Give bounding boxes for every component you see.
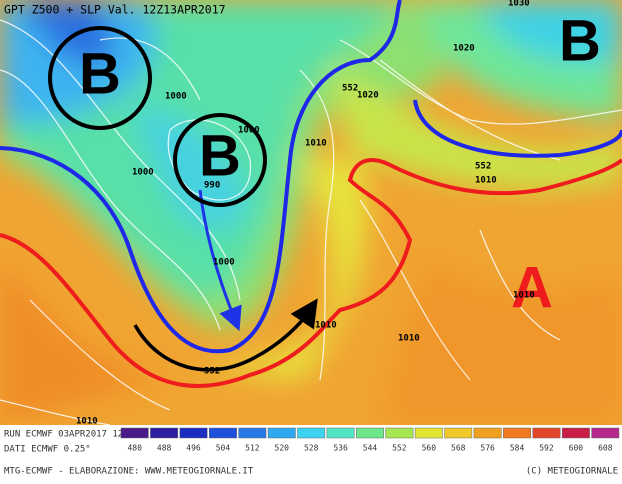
contour-label: 552 [475,162,491,172]
colorbar-swatch [444,427,473,439]
colorbar-label: 576 [480,444,495,453]
colorbar-swatch [120,427,149,439]
blue-contour [413,99,622,158]
contour-label: 990 [204,181,220,191]
colorbar-swatch [238,427,267,439]
run-info: RUN ECMWF 03APR2017 12Z [4,430,129,440]
colorbar-swatch [561,427,590,439]
colorbar-label: 584 [510,444,525,453]
contour-label: 552 [342,84,358,94]
colorbar-label: 568 [451,444,466,453]
contour-label: 1010 [398,334,420,344]
contour-label: 1000 [165,92,187,102]
colorbar-label: 528 [304,444,319,453]
copyright: (C) METEOGIORNALE [526,467,618,477]
colorbar-label: 560 [422,444,437,453]
colorbar-swatch [297,427,326,439]
colorbar-swatch [326,427,355,439]
data-source: DATI ECMWF 0.25° [4,445,91,455]
contour-label: 1030 [508,0,530,9]
colorbar: 480 488 496 504 512 520 528 536 544 552 560 568 576 5… [120,427,620,453]
colorbar-swatch [473,427,502,439]
black-arrow [133,298,318,372]
colorbar-label: 608 [598,444,613,453]
colorbar-swatch [532,427,561,439]
colorbar-label: 552 [392,444,407,453]
contour-label: 1000 [238,126,260,136]
colorbar-label: 488 [157,444,172,453]
colorbar-swatch [179,427,208,439]
contour-label: 1010 [513,291,535,301]
low-letter: B [199,123,241,188]
contour-label: 1010 [305,139,327,149]
circles [48,26,267,207]
colorbar-label: 592 [539,444,554,453]
red-contour [0,158,622,388]
colorbar-label: 504 [216,444,231,453]
low-letter: B [79,41,121,106]
colorbar-label: 520 [275,444,290,453]
colorbar-swatch [267,427,296,439]
credit: MTG-ECMWF - ELABORAZIONE: WWW.METEOGIORN… [4,467,254,477]
colorbar-label: 480 [127,444,142,453]
colorbar-swatch [385,427,414,439]
colorbar-label: 544 [363,444,378,453]
colorbar-swatch [208,427,237,439]
high-letter: A [511,255,553,320]
contour-label: 1000 [213,258,235,268]
blue-contour [0,0,402,354]
colorbar-label: 600 [569,444,584,453]
map-title: GPT Z500 + SLP Val. 12Z13APR2017 [4,3,226,17]
map-area: B B B A 1000 1000 1000 990 1000 1010 552… [0,0,622,427]
contour-label: 1010 [315,321,337,331]
colorbar-swatch [503,427,532,439]
colorbar-swatch [591,427,620,439]
contour-label: 1000 [132,168,154,178]
low-letter: B [559,8,601,73]
contour-label: 1020 [357,91,379,101]
contour-label: 1010 [475,176,497,186]
colorbar-swatch [356,427,384,439]
contour-label: 552 [204,367,220,377]
contour-label: 1020 [453,44,475,54]
colorbar-label: 496 [186,444,201,453]
colorbar-label: 512 [245,444,260,453]
contour-label: 1010 [76,417,98,427]
colorbar-swatch [414,427,443,439]
colorbar-label: 536 [333,444,348,453]
colorbar-swatch [150,427,179,439]
